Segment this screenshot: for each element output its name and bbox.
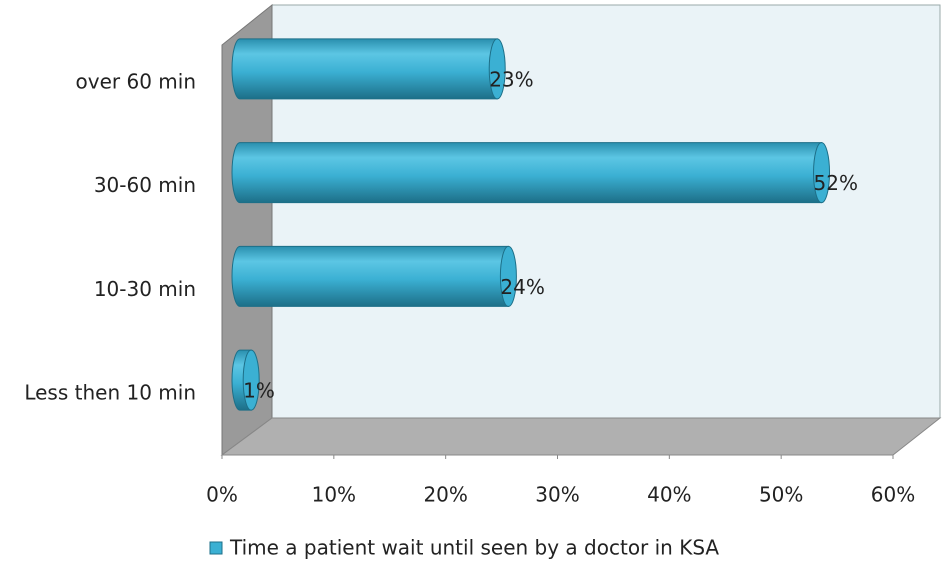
bar-cap bbox=[499, 245, 517, 307]
plot: 0% 10% 20% 30% 40% 50% 60% over 60 min 30-60 min… bbox=[24, 38, 915, 560]
bar-cap bbox=[242, 349, 260, 411]
legend-label: Time a patient wait until seen by a doct… bbox=[229, 536, 719, 560]
bar-body bbox=[231, 38, 498, 100]
value-label: 24% bbox=[500, 275, 544, 299]
bar bbox=[231, 38, 506, 100]
x-tick-label: 30% bbox=[535, 483, 579, 507]
legend-swatch bbox=[209, 541, 223, 555]
y-tick-label: 10-30 min bbox=[94, 277, 196, 301]
value-label: 23% bbox=[489, 67, 533, 91]
floor bbox=[220, 417, 942, 456]
x-tick-label: 50% bbox=[759, 483, 803, 507]
bar bbox=[231, 349, 260, 411]
value-label: 52% bbox=[814, 171, 858, 195]
value-label: 1% bbox=[243, 379, 275, 403]
bar bbox=[231, 142, 831, 204]
bar-cap bbox=[488, 38, 506, 100]
bar-body bbox=[231, 142, 823, 204]
y-tick-label: Less then 10 min bbox=[24, 381, 196, 405]
x-tick-label: 60% bbox=[871, 483, 915, 507]
bar bbox=[231, 245, 517, 307]
x-tick-label: 40% bbox=[647, 483, 691, 507]
x-tick-label: 20% bbox=[423, 483, 467, 507]
y-tick-label: 30-60 min bbox=[94, 173, 196, 197]
bar-body bbox=[231, 245, 509, 307]
y-tick-label: over 60 min bbox=[76, 69, 196, 93]
bar-cap bbox=[813, 142, 831, 204]
x-tick-label: 10% bbox=[312, 483, 356, 507]
x-tick-label: 0% bbox=[206, 483, 238, 507]
